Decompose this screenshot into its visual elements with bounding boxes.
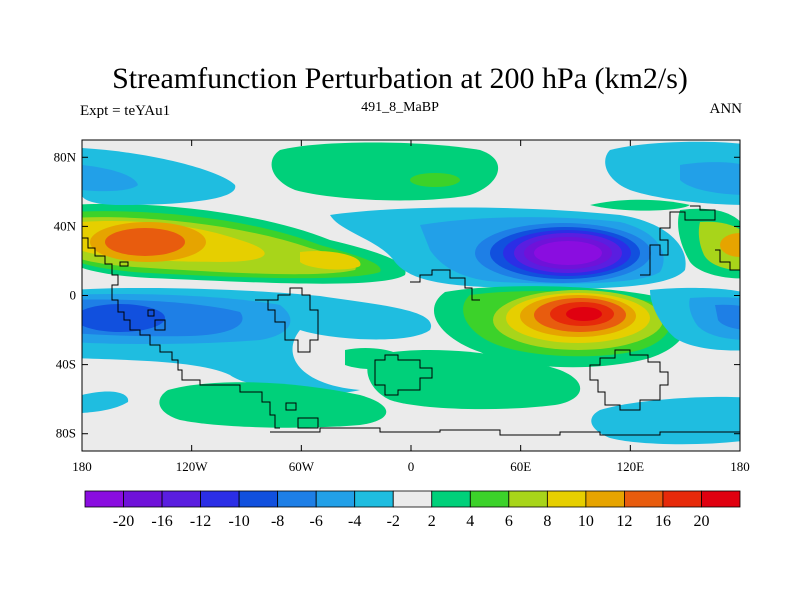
contour-ne-neg-4 <box>680 162 740 195</box>
colorbar-label: -12 <box>190 513 211 530</box>
contour-n-pos-arctic-4 <box>410 173 460 187</box>
colorbar-swatch <box>624 490 664 508</box>
case-label: 491_8_MaBP <box>361 100 439 115</box>
colorbar-label: -20 <box>113 513 134 530</box>
x-tick-label: 180 <box>730 459 750 474</box>
colorbar-label: 2 <box>428 513 436 530</box>
contour-n-pos-16 <box>105 228 185 256</box>
coastline-south-america <box>255 287 319 353</box>
y-tick-label: 40N <box>54 218 77 233</box>
coastline-island-3 <box>147 309 155 317</box>
coastline-antarctica <box>270 427 740 436</box>
coastlines <box>82 205 740 436</box>
coastline-australia <box>589 349 669 411</box>
colorbar-swatch <box>354 490 394 508</box>
coastline-island-1 <box>285 402 297 411</box>
contour-n-neg-w-4 <box>82 165 138 192</box>
contour-n-pos-arctic-2 <box>271 142 499 201</box>
x-tick-label: 60W <box>289 459 315 474</box>
colorbar-swatch <box>431 490 471 508</box>
colorbar-swatch <box>585 490 625 508</box>
contour-ne-pos-8 <box>698 221 740 271</box>
colorbar-label: -10 <box>228 513 249 530</box>
colorbar-swatch <box>392 490 433 508</box>
coastline-americas <box>82 237 280 429</box>
colorbar-swatch <box>546 490 587 508</box>
colorbar-label: 20 <box>693 513 709 530</box>
contour-n-neg-w-2 <box>82 148 236 205</box>
colorbar-swatch <box>662 490 702 508</box>
x-tick-label: 180 <box>72 459 92 474</box>
colorbar-label: 4 <box>466 513 474 530</box>
y-tick-label: 80N <box>54 149 77 164</box>
contour-s-pos-sub-ant <box>367 350 581 410</box>
coastline-asia-east <box>640 205 716 276</box>
colorbar-swatch <box>701 490 741 508</box>
colorbar-label: 6 <box>505 513 513 530</box>
contour-s-pos-e-20 <box>566 307 602 321</box>
colorbar-label: 10 <box>578 513 594 530</box>
colorbar-swatch <box>123 490 163 508</box>
x-axis: 180 120W 60W 0 60E 120E 180 <box>72 140 750 474</box>
colorbar-swatch <box>469 490 510 508</box>
x-tick-label: 60E <box>510 459 531 474</box>
coastline-asia-east-2 <box>715 249 740 271</box>
x-tick-label: 120E <box>617 459 645 474</box>
x-tick-label: 0 <box>408 459 415 474</box>
coastline-island-2 <box>119 261 129 267</box>
y-tick-label: 80S <box>56 426 76 441</box>
season-label: ANN <box>709 101 743 117</box>
contour-s-neg-w-8 <box>82 304 165 332</box>
colorbar-label: 16 <box>655 513 671 530</box>
contour-s-pos-ant <box>159 382 387 428</box>
contour-ne-green-top <box>590 199 690 211</box>
colorbar-label: -6 <box>310 513 323 530</box>
y-tick-label: 0 <box>70 288 77 303</box>
colorbar-swatch <box>277 490 317 508</box>
colorbar-label: 12 <box>616 513 632 530</box>
coastline-island-4 <box>154 319 166 331</box>
colorbar-swatch <box>84 490 124 508</box>
colorbar-label: -2 <box>387 513 400 530</box>
colorbar-swatch <box>315 490 356 508</box>
experiment-label: Expt = teYAu1 <box>80 103 171 119</box>
y-tick-label: 40S <box>56 357 76 372</box>
coastline-greenland-box <box>297 417 319 429</box>
colorbar-label: -16 <box>151 513 172 530</box>
contour-se-neg-6 <box>715 304 740 330</box>
contour-fills <box>82 141 740 445</box>
colorbar-swatch <box>161 490 201 508</box>
colorbar-label: -8 <box>271 513 284 530</box>
y-axis: 80N 40N 0 40S 80S <box>54 149 740 441</box>
colorbar: -20 -16 -12 -10 -8 -6 -4 -2 2 4 6 8 10 12 16 20 <box>84 490 741 530</box>
contour-sw-neg-small <box>82 391 129 413</box>
chart-title: Streamfunction Perturbation at 200 hPa (… <box>112 62 688 95</box>
contour-ne-pos-12 <box>720 233 740 257</box>
colorbar-label: -4 <box>348 513 361 530</box>
contour-n-neg-e-20 <box>534 241 602 265</box>
colorbar-swatch <box>508 490 548 508</box>
colorbar-swatch <box>238 490 279 508</box>
coastline-africa <box>410 269 480 301</box>
coastline-africa-south <box>374 354 433 396</box>
colorbar-swatch <box>200 490 240 508</box>
x-tick-label: 120W <box>176 459 209 474</box>
colorbar-label: 8 <box>543 513 551 530</box>
